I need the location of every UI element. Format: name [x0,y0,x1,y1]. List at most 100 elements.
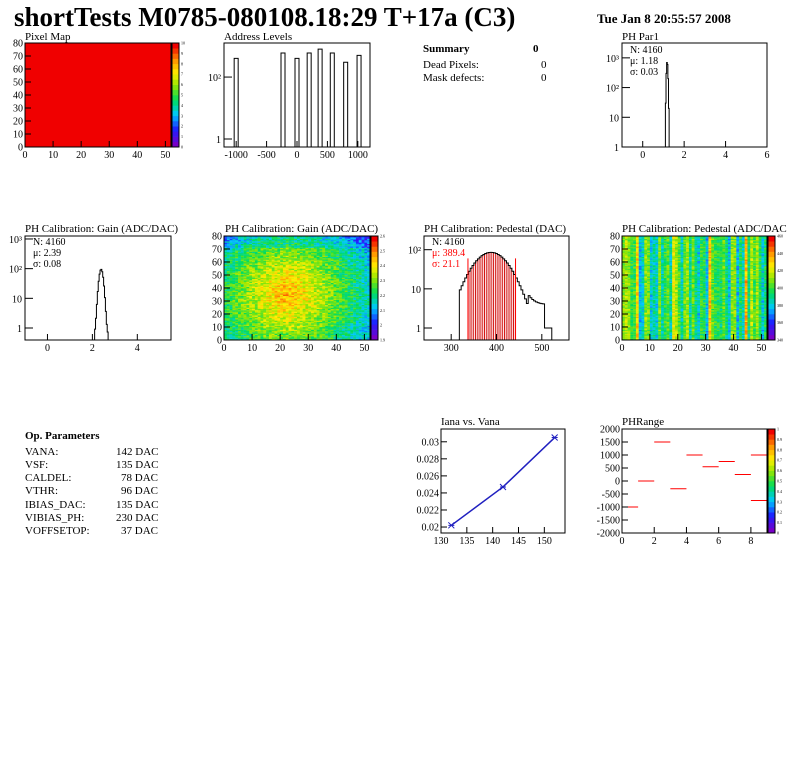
heatmap-cell [249,237,253,239]
heatmap-cell [271,302,275,304]
heatmap-cell [630,338,634,341]
heatmap-cell [316,301,320,303]
heatmap-cell [630,265,634,268]
heatmap-cell [274,291,278,294]
heatmap-cell [325,254,329,256]
heatmap-cell [285,246,289,248]
heatmap-cell [297,301,301,303]
heatmap-cell [263,289,267,291]
heatmap-cell [622,306,625,308]
heatmap-cell [277,263,281,265]
heatmap-cell [294,250,298,252]
heatmap-cell [622,286,625,289]
heatmap-cell [305,262,309,264]
heatmap-cell [305,254,309,256]
heatmap-cell [336,267,340,269]
heatmap-cell [347,239,351,242]
heatmap-cell [624,247,628,250]
heatmap-cell [327,332,331,334]
heatmap-cell [633,243,637,246]
heatmap-cell [280,243,284,246]
heatmap-cell [353,327,357,329]
heatmap-cell [235,294,239,296]
heatmap-cell [271,290,275,293]
heatmap-cell [638,338,642,341]
heatmap-cell [305,281,309,283]
heatmap-cell [336,327,340,329]
heatmap-cell [249,327,253,329]
heatmap-cell [235,312,239,315]
heatmap-cell [268,327,272,329]
heatmap-cell [226,275,230,277]
heatmap-cell [299,315,303,317]
heatmap-cell [254,237,258,239]
heatmap-cell [330,338,334,341]
heatmap-cell [311,311,315,313]
colorbar-segment [371,319,378,325]
heatmap-cell [311,294,315,296]
heatmap-cell [308,252,312,255]
heatmap-cell [229,302,233,304]
heatmap-cell [316,306,320,308]
heatmap-cell [635,308,639,311]
heatmap-cell [341,285,345,287]
heatmap-cell [240,249,244,251]
heatmap-cell [633,288,637,290]
heatmap-cell [319,284,323,286]
heatmap-cell [344,247,348,250]
heatmap-cell [305,289,309,291]
heatmap-cell [630,307,634,309]
heatmap-cell [274,265,278,268]
heatmap-cell [633,271,637,273]
heatmap-cell [350,284,354,286]
heatmap-cell [311,333,315,335]
heatmap-cell [249,285,253,287]
heatmap-cell [330,238,334,241]
heatmap-cell [308,275,312,277]
heatmap-cell [271,269,275,272]
heatmap-cell [627,307,631,309]
heatmap-cell [299,320,303,322]
heatmap-cell [311,271,315,273]
heatmap-cell [224,282,228,285]
heatmap-cell [302,281,306,283]
heatmap-cell [367,327,371,329]
heatmap-cell [361,260,365,263]
heatmap-cell [350,317,354,320]
heatmap-cell [316,336,320,338]
heatmap-cell [336,256,340,259]
heatmap-cell [238,273,242,276]
stat-mean: μ: 1.18 [630,56,659,67]
pedestal-hist-title: PH Calibration: Pedestal (DAC) [424,223,567,235]
heatmap-cell [347,303,351,306]
address-peak [343,61,349,147]
heatmap-cell [266,251,270,254]
heatmap-cell [633,262,637,264]
heatmap-cell [325,252,329,255]
heatmap-cell [322,237,326,239]
heatmap-cell [316,314,320,316]
colorbar-segment [371,293,378,299]
heatmap-cell [367,293,371,295]
heatmap-cell [311,302,315,304]
heatmap-cell [313,338,317,341]
heatmap-cell [232,319,236,321]
heatmap-cell [341,249,345,251]
heatmap-cell [367,271,371,273]
heatmap-cell [627,280,631,282]
heatmap-cell [319,307,323,309]
heatmap-cell [238,329,242,332]
heatmap-cell [280,310,284,312]
heatmap-cell [358,254,362,256]
heatmap-cell [229,242,233,244]
heatmap-cell [325,333,329,335]
heatmap-cell [364,239,368,242]
heatmap-cell [249,271,253,273]
heatmap-cell [630,312,634,315]
heatmap-cell [243,303,247,306]
heatmap-cell [633,263,637,265]
heatmap-cell [229,306,233,308]
heatmap-cell [249,273,253,276]
gain-cells [224,236,371,341]
heatmap-cell [327,280,331,282]
